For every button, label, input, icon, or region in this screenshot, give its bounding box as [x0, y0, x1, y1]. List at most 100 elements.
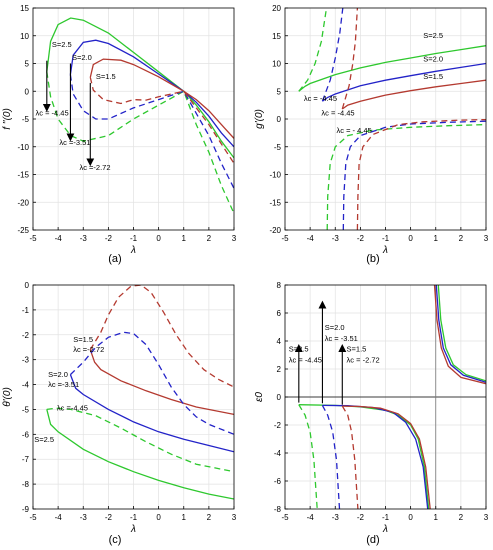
- y-tick-label: 5: [25, 60, 30, 69]
- y-tick-label: -4: [274, 449, 282, 458]
- annotation-label: λc = -3.51: [325, 334, 358, 343]
- y-tick-label: 2: [277, 365, 282, 374]
- y-tick-label: 10: [272, 60, 281, 69]
- x-axis-label: λ: [382, 245, 388, 256]
- series-line-dashed-green: [298, 404, 318, 509]
- x-axis-label: λ: [382, 524, 388, 535]
- y-tick-label: 0: [277, 115, 282, 124]
- y-tick-label: 0: [25, 87, 30, 96]
- series-line-solid-red: [341, 79, 486, 110]
- annotation-label: S=1.5: [423, 72, 443, 81]
- x-tick-label: -4: [307, 234, 315, 243]
- x-tick-label: 3: [484, 513, 489, 522]
- series-line-solid-green: [298, 45, 486, 92]
- y-axis-label: g'(0): [254, 109, 265, 129]
- y-tick-label: -3: [22, 356, 30, 365]
- x-tick-label: 1: [434, 234, 439, 243]
- annotation-label: S=2.0: [48, 370, 68, 379]
- x-tick-label: -1: [382, 513, 390, 522]
- x-tick-label: -5: [29, 234, 37, 243]
- series-line-dashed-green: [46, 71, 234, 214]
- annotation-label: λc =-3.51: [48, 380, 79, 389]
- annotation-label: S=2.5: [34, 435, 54, 444]
- series-line-solid-red: [89, 58, 234, 139]
- annotation-label: S=1.5: [73, 335, 93, 344]
- y-tick-label: -6: [274, 477, 282, 486]
- series-line-solid-green: [437, 285, 486, 382]
- series-line-dashed-blue: [342, 120, 486, 230]
- y-tick-label: -15: [269, 198, 281, 207]
- series-line-dashed-red: [341, 8, 359, 110]
- y-tick-label: -5: [274, 143, 282, 152]
- series-line-dashed-blue: [321, 8, 344, 102]
- annotation-label: λc =-3.51: [59, 138, 90, 147]
- annotation-label: S=2.0: [325, 323, 345, 332]
- y-tick-label: 15: [272, 32, 281, 41]
- x-tick-label: -2: [105, 234, 113, 243]
- y-tick-label: -8: [274, 505, 282, 514]
- x-tick-label: 2: [207, 234, 212, 243]
- y-tick-label: -10: [17, 143, 29, 152]
- y-axis-label: f ''(0): [2, 108, 13, 130]
- series-line-dashed-blue: [69, 331, 234, 435]
- y-tick-label: -1: [22, 306, 30, 315]
- x-tick-label: 2: [207, 513, 212, 522]
- y-tick-label: -10: [269, 171, 281, 180]
- series-line-solid-blue: [69, 39, 234, 148]
- x-tick-label: -3: [332, 513, 340, 522]
- series-line-dashed-red: [356, 118, 486, 230]
- series-line-dashed-green: [326, 123, 486, 230]
- x-tick-label: -5: [29, 513, 37, 522]
- x-tick-label: -4: [55, 513, 63, 522]
- y-tick-label: 0: [25, 281, 30, 290]
- x-tick-label: 0: [156, 234, 161, 243]
- panel-caption: (d): [366, 534, 379, 546]
- y-tick-label: 20: [272, 4, 281, 13]
- y-tick-label: 5: [277, 87, 282, 96]
- annotation-label: S=2.0: [423, 54, 443, 63]
- x-tick-label: 1: [182, 513, 187, 522]
- y-tick-label: -20: [269, 226, 281, 235]
- annotation-label: λc = -4.45: [304, 94, 337, 103]
- x-tick-label: -4: [307, 513, 315, 522]
- x-tick-label: -1: [130, 234, 138, 243]
- x-tick-label: -5: [281, 513, 289, 522]
- x-tick-label: -2: [357, 234, 365, 243]
- x-tick-label: -1: [130, 513, 138, 522]
- annotation-label: λc = -4.45: [289, 356, 322, 365]
- annotation-label: λc = -2.72: [347, 356, 380, 365]
- x-tick-label: 2: [459, 513, 464, 522]
- panel-caption: (a): [108, 253, 121, 265]
- x-tick-label: 3: [484, 234, 489, 243]
- y-tick-label: -2: [22, 331, 30, 340]
- y-tick-label: -8: [22, 480, 30, 489]
- y-tick-label: 8: [277, 281, 282, 290]
- annotation-label: λc = - 4.45: [337, 126, 372, 135]
- series-line-solid-blue: [435, 285, 486, 383]
- series-line-solid-green: [46, 409, 234, 500]
- y-tick-label: -6: [22, 430, 30, 439]
- series-line-dashed-red: [341, 405, 359, 509]
- y-tick-label: -9: [22, 505, 30, 514]
- y-tick-label: -25: [17, 226, 29, 235]
- chart-panel-c: -5 -4 -3 -2 -1 0 1 2 3 -9 -8 -7 -6 -5 -4 -3 -2 -1 0 λ θ'(0) S…: [2, 281, 237, 546]
- annotation-label: λc =-4.45: [57, 404, 88, 413]
- x-tick-label: -2: [105, 513, 113, 522]
- y-tick-label: 6: [277, 309, 282, 318]
- annotation-label: S=1.5: [347, 345, 367, 354]
- x-tick-label: -1: [382, 234, 390, 243]
- y-axis-label: ε0: [254, 392, 265, 402]
- y-tick-label: -2: [274, 421, 282, 430]
- x-tick-label: -3: [80, 513, 88, 522]
- y-tick-label: 10: [20, 32, 29, 41]
- annotation-label: S=1.5: [96, 72, 116, 81]
- y-tick-label: 0: [277, 393, 282, 402]
- x-tick-label: 0: [156, 513, 161, 522]
- series-line-dashed-blue: [321, 405, 341, 509]
- x-tick-label: 1: [434, 513, 439, 522]
- panel-caption: (b): [366, 253, 379, 265]
- series-line-dashed-red: [89, 77, 234, 164]
- y-tick-label: 15: [20, 4, 29, 13]
